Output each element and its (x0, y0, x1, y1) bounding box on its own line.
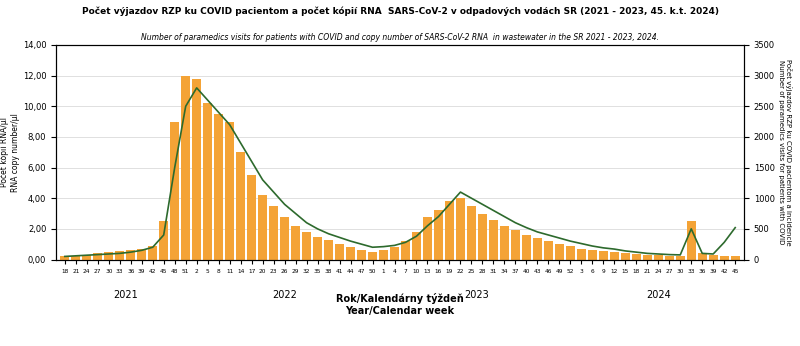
Bar (346, 247, 355, 260)
Bar (138, 249, 146, 260)
Bar (236, 152, 245, 260)
Bar (423, 217, 432, 260)
Bar (676, 256, 685, 260)
Bar (148, 246, 157, 260)
Bar (456, 198, 465, 260)
Y-axis label: Počet kópií RNA/µl
RNA copy number/µl: Počet kópií RNA/µl RNA copy number/µl (0, 113, 20, 192)
Bar (291, 226, 300, 260)
Y-axis label: Počet výjazdov RZP ku COVID pacientom a incidencie
Number of paramedics visits f: Počet výjazdov RZP ku COVID pacientom a … (778, 59, 792, 246)
Bar (280, 217, 289, 260)
Bar (335, 244, 344, 260)
Bar (104, 252, 113, 260)
Bar (566, 246, 574, 260)
Bar (434, 210, 443, 260)
Bar (214, 114, 223, 260)
Bar (324, 239, 333, 260)
Bar (489, 220, 498, 260)
Bar (357, 250, 366, 260)
Bar (687, 221, 696, 260)
Bar (368, 252, 377, 260)
Bar (522, 235, 530, 260)
Bar (170, 121, 179, 260)
Bar (412, 232, 421, 260)
Bar (720, 256, 729, 260)
Bar (71, 256, 80, 260)
Bar (478, 213, 487, 260)
Bar (665, 256, 674, 260)
Bar (182, 76, 190, 260)
Bar (203, 103, 212, 260)
Bar (270, 206, 278, 260)
Bar (599, 251, 608, 260)
Bar (621, 253, 630, 260)
Bar (82, 255, 91, 260)
Bar (632, 254, 641, 260)
Bar (313, 237, 322, 260)
Bar (588, 250, 597, 260)
Bar (500, 226, 509, 260)
Bar (115, 251, 124, 260)
Bar (302, 232, 311, 260)
Text: 2023: 2023 (465, 290, 490, 300)
Bar (643, 255, 652, 260)
Bar (379, 250, 388, 260)
Bar (698, 253, 706, 260)
Bar (544, 241, 553, 260)
Bar (511, 230, 520, 260)
Bar (467, 206, 476, 260)
Bar (445, 201, 454, 260)
Text: 2021: 2021 (113, 290, 138, 300)
Bar (731, 256, 740, 260)
Bar (60, 256, 69, 260)
Bar (226, 121, 234, 260)
Bar (654, 255, 662, 260)
Text: 2024: 2024 (646, 290, 670, 300)
Bar (247, 175, 256, 260)
Text: 2022: 2022 (272, 290, 297, 300)
Bar (390, 247, 399, 260)
Bar (401, 241, 410, 260)
Text: Počet výjazdov RZP ku COVID pacientom a počet kópií RNA  SARS-CoV-2 v odpadových: Počet výjazdov RZP ku COVID pacientom a … (82, 7, 718, 16)
Bar (126, 250, 135, 260)
Bar (533, 238, 542, 260)
Bar (555, 244, 564, 260)
Bar (709, 255, 718, 260)
X-axis label: Rok/Kalendárny týždeň
Year/Calendar week: Rok/Kalendárny týždeň Year/Calendar week (336, 293, 464, 316)
Bar (94, 253, 102, 260)
Bar (192, 79, 201, 260)
Text: Number of paramedics visits for patients with COVID and copy number of SARS-CoV-: Number of paramedics visits for patients… (141, 33, 659, 42)
Bar (258, 195, 267, 260)
Bar (159, 221, 168, 260)
Bar (577, 249, 586, 260)
Bar (610, 252, 618, 260)
